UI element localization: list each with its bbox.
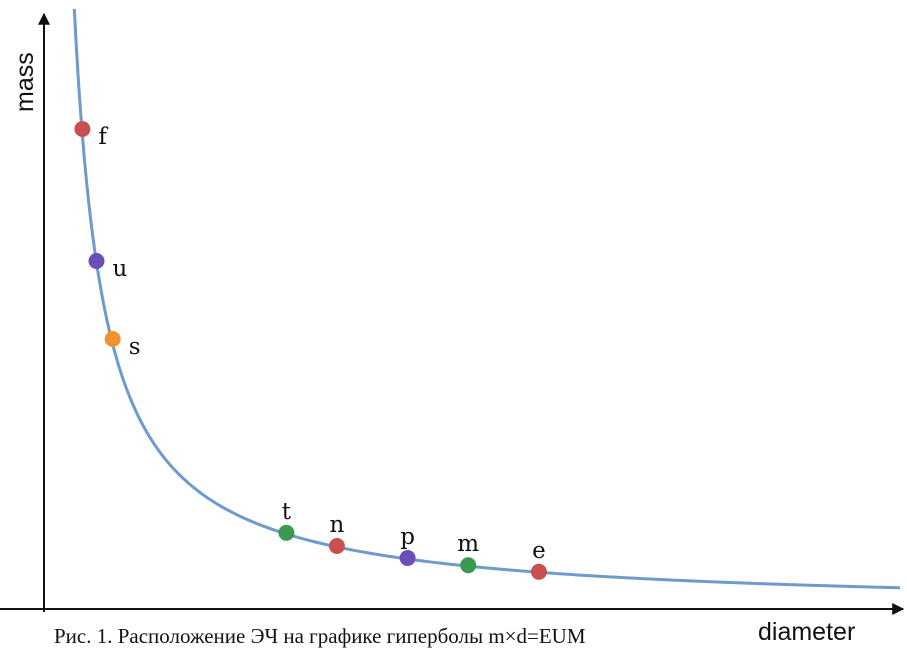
data-point-p: [399, 550, 416, 566]
figure-caption: Рис. 1. Расположение ЭЧ на графике гипер…: [54, 624, 586, 648]
point-label-s: s: [129, 334, 141, 360]
point-label-t: t: [282, 499, 292, 525]
y-axis-label: mass: [11, 52, 39, 112]
point-label-e: e: [532, 538, 546, 564]
data-point-f: [74, 121, 91, 137]
point-label-p: p: [400, 524, 415, 550]
x-axis-label: diameter: [758, 618, 855, 646]
data-point-s: [104, 331, 121, 347]
data-point-t: [278, 524, 295, 541]
point-label-u: u: [113, 256, 128, 282]
plot-area: f u s t n p m e: [72, 8, 901, 590]
data-point-e: [530, 563, 547, 580]
hyperbola-curve: [72, 8, 901, 590]
data-point-m: [460, 557, 477, 574]
data-point-n: [328, 538, 345, 554]
data-point-u: [88, 253, 105, 269]
point-label-f: f: [98, 124, 108, 150]
point-label-n: n: [329, 512, 344, 538]
point-label-m: m: [457, 531, 479, 557]
